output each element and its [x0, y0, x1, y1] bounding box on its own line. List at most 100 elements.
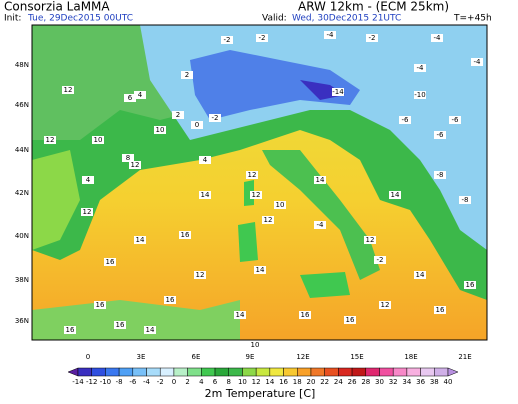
label-box	[262, 216, 274, 224]
colorbar-bin	[338, 367, 353, 377]
label-box	[414, 64, 426, 72]
value-label: -4	[327, 31, 335, 39]
value-label: 16	[466, 281, 475, 289]
label-box	[199, 156, 211, 164]
map	[31, 24, 488, 341]
label-box	[154, 126, 166, 134]
value-label: -4	[434, 34, 442, 42]
colorbar-bin	[379, 367, 394, 377]
colorbar-end	[67, 367, 79, 377]
colorbar-tick-label: 36	[416, 378, 425, 386]
label-box	[104, 258, 116, 266]
value-label: -2	[369, 34, 376, 42]
value-label: 14	[136, 236, 145, 244]
colorbar-bin	[255, 367, 271, 377]
colorbar-bin	[228, 367, 243, 377]
label-box	[256, 34, 268, 42]
lat-label: 48N	[15, 61, 29, 69]
lon-label: 9E	[246, 353, 255, 361]
value-label: 12	[83, 208, 92, 216]
label-box	[471, 58, 483, 66]
label-box	[179, 231, 191, 239]
value-label: -6	[452, 116, 460, 124]
label-box	[389, 191, 401, 199]
value-label: 12	[46, 136, 55, 144]
label-box	[122, 154, 134, 162]
colorbar-bin	[91, 367, 106, 377]
colorbar-tick-label: 40	[444, 378, 453, 386]
value-label: 16	[346, 316, 355, 324]
label-box	[249, 341, 261, 349]
value-label: 12	[366, 236, 375, 244]
lat-label: 40N	[15, 232, 29, 240]
colorbar-tick-label: 20	[307, 378, 316, 386]
label-box	[250, 191, 262, 199]
colorbar-bin	[201, 367, 216, 377]
colorbar-tick-label: -6	[129, 378, 137, 386]
colorbar-tick-label: 6	[213, 378, 218, 386]
lat-label: 36N	[15, 317, 29, 325]
label-box	[94, 301, 106, 309]
value-label: 4	[86, 176, 91, 184]
value-label: -2	[377, 256, 384, 264]
value-label: 12	[64, 86, 73, 94]
value-label: 14	[256, 266, 265, 274]
value-label: 12	[131, 161, 140, 169]
label-box	[129, 161, 141, 169]
label-box	[324, 31, 336, 39]
value-label: -2	[259, 34, 266, 42]
colorbar-tick-label: 38	[430, 378, 439, 386]
label-box	[459, 196, 471, 204]
label-box	[379, 301, 391, 309]
label-box	[434, 171, 446, 179]
colorbar-tick-label: -8	[116, 378, 123, 386]
colorbar-tick-label: 30	[375, 378, 384, 386]
value-label: 12	[248, 171, 257, 179]
label-box	[299, 311, 311, 319]
lon-label: 12E	[296, 353, 309, 361]
value-label: 14	[391, 191, 400, 199]
value-label: 12	[252, 191, 261, 199]
value-label: 2	[185, 71, 189, 79]
value-label: 16	[181, 231, 190, 239]
label-box	[191, 121, 203, 129]
colorbar-end	[447, 367, 459, 377]
value-label: 2	[176, 111, 180, 119]
colorbar-tick-label: 10	[238, 378, 247, 386]
colorbar-tick-label: 14	[265, 378, 274, 386]
value-label: 10	[276, 201, 285, 209]
value-label: 14	[236, 311, 245, 319]
colorbar-bin	[159, 367, 175, 377]
colorbar-bin	[365, 367, 380, 377]
label-box	[344, 316, 356, 324]
colorbar-tick-label: 26	[348, 378, 357, 386]
value-label: 14	[416, 271, 425, 279]
label-box	[82, 176, 94, 184]
init-label: Init:	[4, 14, 21, 24]
value-label: -8	[437, 171, 444, 179]
value-label: -6	[402, 116, 410, 124]
colorbar-tick-label: -14	[72, 378, 84, 386]
label-box	[181, 71, 193, 79]
label-box	[414, 91, 426, 99]
value-label: -4	[417, 64, 425, 72]
colorbar-bin	[77, 367, 92, 377]
colorbar-tick-label: 22	[320, 378, 329, 386]
label-box	[314, 176, 326, 184]
value-label: 10	[251, 341, 260, 349]
value-label: 16	[96, 301, 105, 309]
source: Consorzia LaMMA	[4, 0, 110, 14]
value-label: -10	[414, 91, 425, 99]
value-label: -2	[224, 36, 231, 44]
value-label: 16	[166, 296, 175, 304]
init: Tue, 29Dec2015 00UTC	[27, 14, 133, 24]
colorbar-bin	[351, 367, 367, 377]
label-box	[81, 208, 93, 216]
valid: Wed, 30Dec2015 21UTC	[292, 14, 401, 24]
colorbar-tick-label: 18	[293, 378, 302, 386]
value-label: -14	[332, 88, 344, 96]
value-label: 16	[436, 306, 445, 314]
colorbar-bin	[297, 367, 312, 377]
colorbar-tick-label: -10	[100, 378, 111, 386]
value-label: 12	[196, 271, 205, 279]
